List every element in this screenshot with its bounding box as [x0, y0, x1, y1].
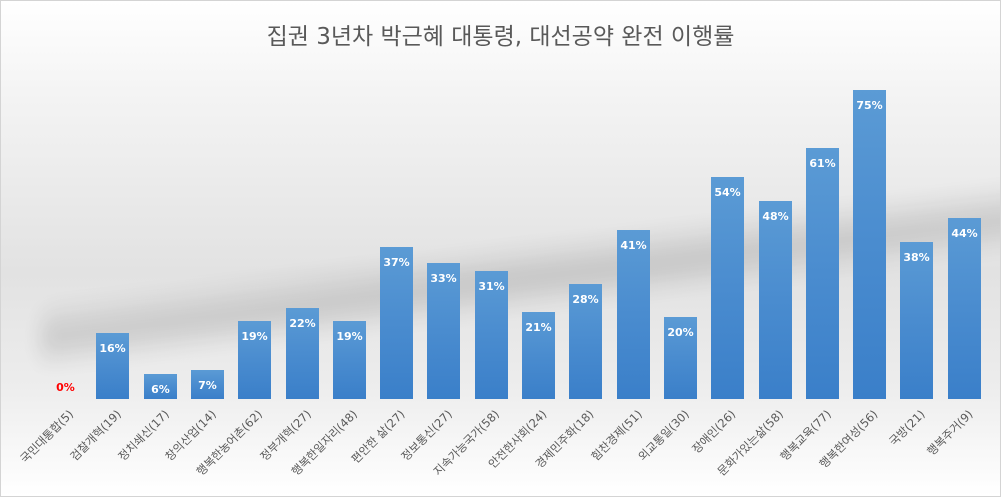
bar — [853, 90, 886, 399]
bar — [144, 374, 177, 399]
bar-value-label: 20% — [667, 326, 694, 339]
bar-value-label: 22% — [289, 317, 316, 330]
bar — [475, 271, 508, 399]
bar — [664, 317, 697, 399]
bar-value-label: 41% — [620, 239, 647, 252]
bar — [522, 312, 555, 399]
bar-value-label: 37% — [383, 256, 410, 269]
bar — [96, 333, 129, 399]
chart-title: 집권 3년차 박근혜 대통령, 대선공약 완전 이행률 — [266, 24, 735, 50]
bar-value-label: 28% — [572, 293, 599, 306]
x-axis-tick-label: 국방(21) — [885, 407, 928, 449]
bar — [617, 230, 650, 399]
bar-value-label: 38% — [903, 251, 930, 264]
bar-value-label: 16% — [99, 342, 126, 355]
x-axis-tick-label: 국민대통합(5) — [17, 407, 77, 466]
bar — [711, 177, 744, 399]
bar-value-label: 33% — [430, 272, 457, 285]
bar-value-label: 19% — [241, 330, 268, 343]
bar-value-label: 6% — [151, 383, 170, 396]
bar — [759, 201, 792, 399]
bar-value-label: 61% — [809, 157, 836, 170]
bar-value-label: 0% — [56, 381, 75, 394]
bar — [380, 247, 413, 399]
bar — [948, 218, 981, 399]
bar — [569, 284, 602, 399]
bar — [238, 321, 271, 399]
bar-value-label: 44% — [951, 227, 978, 240]
bar-value-label: 21% — [525, 321, 552, 334]
bar-value-label: 75% — [856, 99, 883, 112]
bar — [191, 370, 224, 399]
bar — [427, 263, 460, 399]
bar — [333, 321, 366, 399]
x-axis-tick-label: 행복주거(9) — [924, 407, 976, 459]
bar — [900, 242, 933, 399]
bar-value-label: 31% — [478, 280, 505, 293]
bar-value-label: 19% — [336, 330, 363, 343]
bar-value-label: 7% — [198, 379, 217, 392]
bar-value-label: 48% — [762, 210, 789, 223]
bar — [286, 308, 319, 399]
bar-value-label: 54% — [714, 186, 741, 199]
bar — [806, 148, 839, 399]
